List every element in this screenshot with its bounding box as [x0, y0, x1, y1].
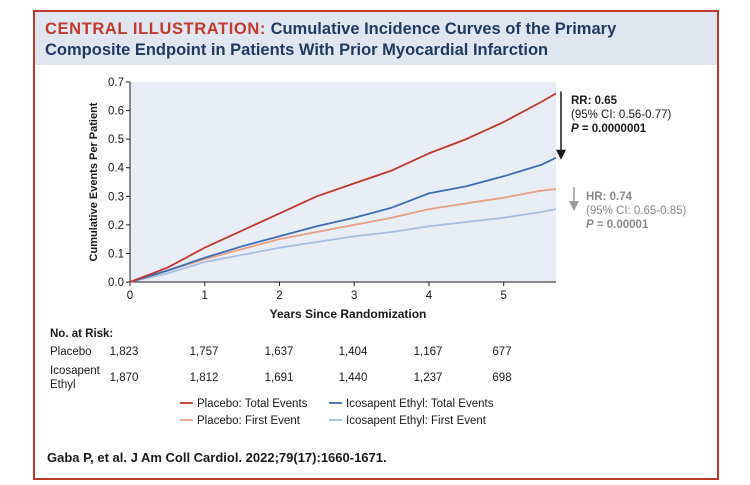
risk-row-label: Ethyl — [50, 379, 76, 391]
series-line-3 — [129, 188, 557, 283]
y-tick-label: 0.5 — [108, 134, 124, 146]
x-tick-label: 1 — [202, 290, 208, 302]
citation: Gaba P, et al. J Am Coll Cardiol. 2022;7… — [47, 450, 387, 465]
risk-cell: 1,691 — [265, 372, 294, 384]
y-tick-label: 0.4 — [108, 163, 125, 175]
hr-ci: (95% CI: 0.65-0.85) — [586, 205, 687, 217]
title-tag: CENTRAL ILLUSTRATION: — [45, 20, 266, 38]
hr-p-value: = 0.00001 — [594, 219, 649, 231]
x-tick-label: 4 — [426, 290, 433, 302]
risk-cell: 1,870 — [110, 372, 139, 384]
legend-label-1: Placebo: Total Events — [197, 398, 308, 410]
hr-arrow-head — [569, 201, 579, 212]
plot-area — [130, 82, 556, 282]
title-line-1: CENTRAL ILLUSTRATION: Cumulative Inciden… — [45, 20, 616, 39]
legend-label-4: Icosapent Ethyl: First Event — [346, 415, 487, 427]
series-line-2 — [129, 156, 557, 283]
risk-cell: 677 — [492, 346, 511, 358]
y-tick-label: 0.1 — [108, 248, 124, 260]
risk-cell: 1,823 — [110, 346, 139, 358]
rr-stat: RR: 0.65 — [571, 95, 618, 107]
hr-p-symbol: P — [586, 219, 594, 231]
risk-cell: 1,167 — [414, 346, 443, 358]
y-axis-label: Cumulative Events Per Patient — [88, 102, 100, 261]
rr-pvalue: P = 0.0000001 — [571, 123, 647, 135]
x-tick-label: 0 — [127, 290, 133, 302]
x-tick-label: 2 — [276, 290, 282, 302]
rr-p-symbol: P — [571, 123, 579, 135]
y-tick-label: 0.2 — [108, 220, 124, 232]
risk-row-label: Placebo — [50, 346, 92, 358]
x-tick-label: 3 — [351, 290, 357, 302]
title-banner: CENTRAL ILLUSTRATION: Cumulative Inciden… — [35, 12, 717, 65]
risk-row-label: Icosapent — [50, 365, 101, 377]
risk-cell: 1,637 — [265, 346, 294, 358]
risk-cell: 1,757 — [190, 346, 219, 358]
risk-table-title: No. at Risk: — [50, 328, 113, 340]
y-tick-label: 0.7 — [108, 77, 124, 89]
risk-cell: 1,237 — [414, 372, 443, 384]
risk-cell: 698 — [492, 372, 511, 384]
hr-pvalue: P = 0.00001 — [586, 219, 649, 231]
risk-cell: 1,440 — [339, 372, 368, 384]
series-line-1 — [129, 92, 557, 283]
y-tick-label: 0.3 — [108, 191, 124, 203]
rr-arrow-head — [556, 149, 566, 160]
hr-stat: HR: 0.74 — [586, 191, 633, 203]
series-line-4 — [129, 208, 557, 283]
legend-label-3: Placebo: First Event — [197, 415, 301, 427]
y-tick-label: 0.0 — [108, 277, 124, 289]
y-tick-label: 0.6 — [108, 106, 124, 118]
rr-p-value: = 0.0000001 — [579, 123, 647, 135]
legend-label-2: Icosapent Ethyl: Total Events — [346, 398, 494, 410]
risk-cell: 1,812 — [190, 372, 219, 384]
x-axis-label: Years Since Randomization — [270, 307, 427, 321]
risk-cell: 1,404 — [339, 346, 368, 358]
title-line-2: Composite Endpoint in Patients With Prio… — [45, 41, 549, 59]
rr-ci: (95% CI: 0.56-0.77) — [571, 109, 672, 121]
title-text-1: Cumulative Incidence Curves of the Prima… — [270, 20, 617, 38]
x-tick-label: 5 — [500, 290, 506, 302]
